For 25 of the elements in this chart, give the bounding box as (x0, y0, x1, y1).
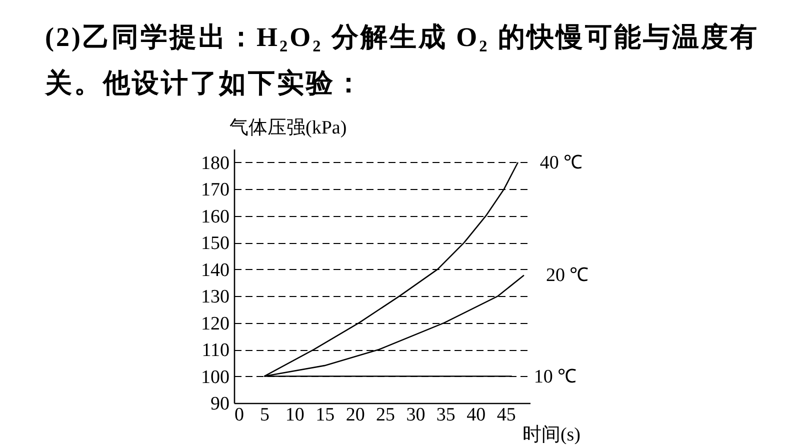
x-tick-label: 20 (346, 404, 365, 426)
y-axis-title: 气体压强(kPa) (230, 118, 347, 138)
series-label: 40 ℃ (540, 152, 583, 174)
x-tick-label: 15 (316, 404, 335, 426)
x-tick-label: 45 (496, 404, 516, 426)
y-tick-label: 100 (201, 366, 230, 388)
y-tick-label: 170 (201, 180, 230, 201)
y-tick-label: 90 (210, 394, 230, 414)
x-tick-label: 0 (234, 404, 244, 426)
y-tick-label: 120 (201, 313, 230, 334)
x-tick-label: 40 (466, 404, 486, 426)
series-label: 10 ℃ (534, 366, 577, 388)
y-tick-label: 140 (201, 260, 230, 281)
y-tick-label: 110 (202, 340, 230, 362)
series-label: 20 ℃ (546, 265, 589, 286)
x-tick-label: 5 (260, 404, 270, 426)
x-tick-label: 35 (436, 404, 456, 426)
y-tick-label: 150 (201, 233, 230, 254)
x-tick-label: 30 (406, 404, 426, 426)
y-tick-label: 180 (201, 152, 230, 174)
chart-title: (2)乙同学提出：H₂O₂ 分解生成 O₂ 的快慢可能与温度有关。他设计了如下实验： (45, 21, 760, 100)
x-tick-label: 10 (285, 404, 304, 426)
y-tick-label: 130 (201, 286, 230, 308)
y-tick-label: 160 (201, 206, 230, 228)
x-tick-label: 25 (376, 404, 396, 426)
